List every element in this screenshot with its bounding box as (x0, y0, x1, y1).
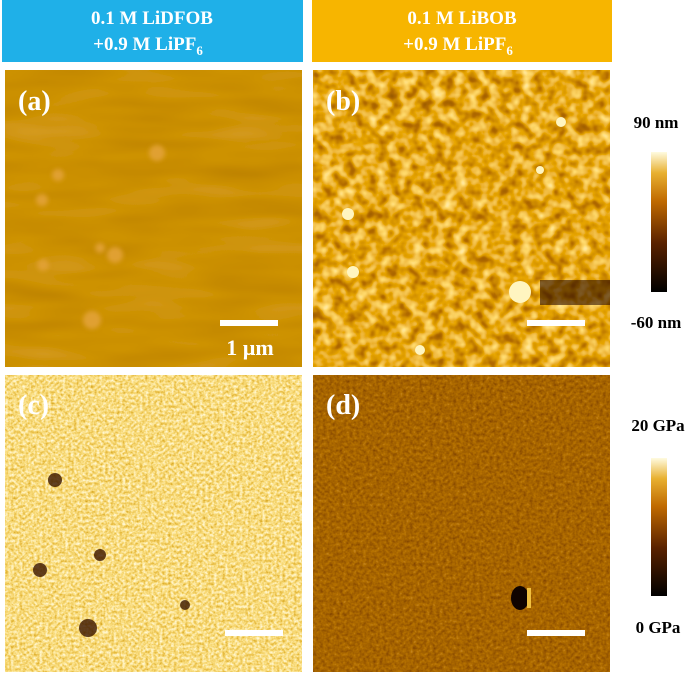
colorbar-min: 0 GPa (636, 618, 681, 637)
scale-bar (527, 630, 585, 636)
shadow (540, 280, 610, 305)
colorbar-max: 90 nm (634, 113, 679, 132)
modulus-image (313, 375, 610, 672)
dark-spot (511, 586, 529, 610)
scale-label: 1 µm (226, 335, 274, 360)
bright-edge (527, 588, 531, 608)
colorbar (651, 152, 667, 292)
modulus-image (5, 375, 302, 672)
panel-label: (d) (326, 390, 360, 421)
scale-bar (225, 630, 283, 636)
header-box (312, 0, 612, 62)
afm-image (5, 70, 302, 367)
panel-label: (b) (326, 86, 360, 117)
header-text: +0.9 M LiPF (93, 34, 196, 55)
header-line: +0.9 M LiPF6 (93, 34, 203, 58)
header-subscript: 6 (196, 43, 203, 58)
panel-label: (a) (18, 86, 51, 117)
header-line: 0.1 M LiDFOB (91, 8, 213, 29)
panel-label: (c) (18, 390, 49, 421)
header-line: +0.9 M LiPF6 (403, 34, 513, 58)
colorbar (651, 458, 667, 596)
colorbar-min: -60 nm (631, 313, 682, 332)
header-box (2, 0, 303, 62)
scale-bar (527, 320, 585, 326)
colorbar-max: 20 GPa (631, 416, 685, 435)
scale-bar (220, 320, 278, 326)
dark-spots (33, 473, 190, 637)
header-text: +0.9 M LiPF (403, 34, 506, 55)
particles (36, 145, 165, 329)
header-line: 0.1 M LiBOB (407, 8, 517, 29)
particles (342, 117, 566, 355)
header-subscript: 6 (506, 43, 513, 58)
